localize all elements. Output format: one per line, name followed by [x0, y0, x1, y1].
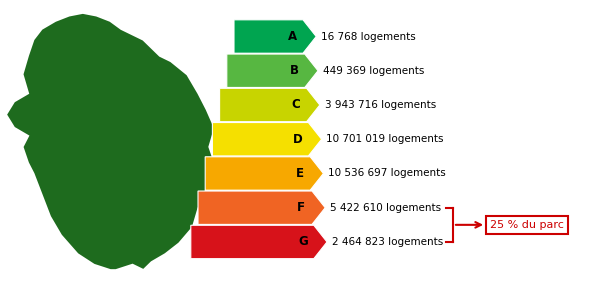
Polygon shape — [234, 20, 316, 53]
Text: F: F — [297, 201, 305, 214]
Text: A: A — [287, 30, 297, 43]
Polygon shape — [220, 88, 320, 122]
Text: 16 768 logements: 16 768 logements — [321, 31, 416, 42]
Text: 3 943 716 logements: 3 943 716 logements — [325, 100, 436, 110]
Polygon shape — [5, 12, 215, 271]
Text: 2 464 823 logements: 2 464 823 logements — [332, 237, 443, 247]
Polygon shape — [212, 123, 322, 156]
Polygon shape — [191, 225, 327, 259]
Text: D: D — [293, 133, 302, 146]
Text: 25 % du parc: 25 % du parc — [490, 220, 564, 230]
Polygon shape — [227, 54, 318, 87]
Text: B: B — [290, 64, 299, 77]
Text: 10 536 697 logements: 10 536 697 logements — [328, 168, 446, 179]
Text: 5 422 610 logements: 5 422 610 logements — [330, 203, 441, 213]
Text: C: C — [292, 98, 300, 112]
Polygon shape — [205, 157, 323, 190]
Polygon shape — [198, 191, 325, 224]
Text: 10 701 019 logements: 10 701 019 logements — [326, 134, 444, 144]
Text: G: G — [298, 235, 308, 248]
Text: E: E — [295, 167, 304, 180]
Text: 449 369 logements: 449 369 logements — [323, 66, 424, 76]
